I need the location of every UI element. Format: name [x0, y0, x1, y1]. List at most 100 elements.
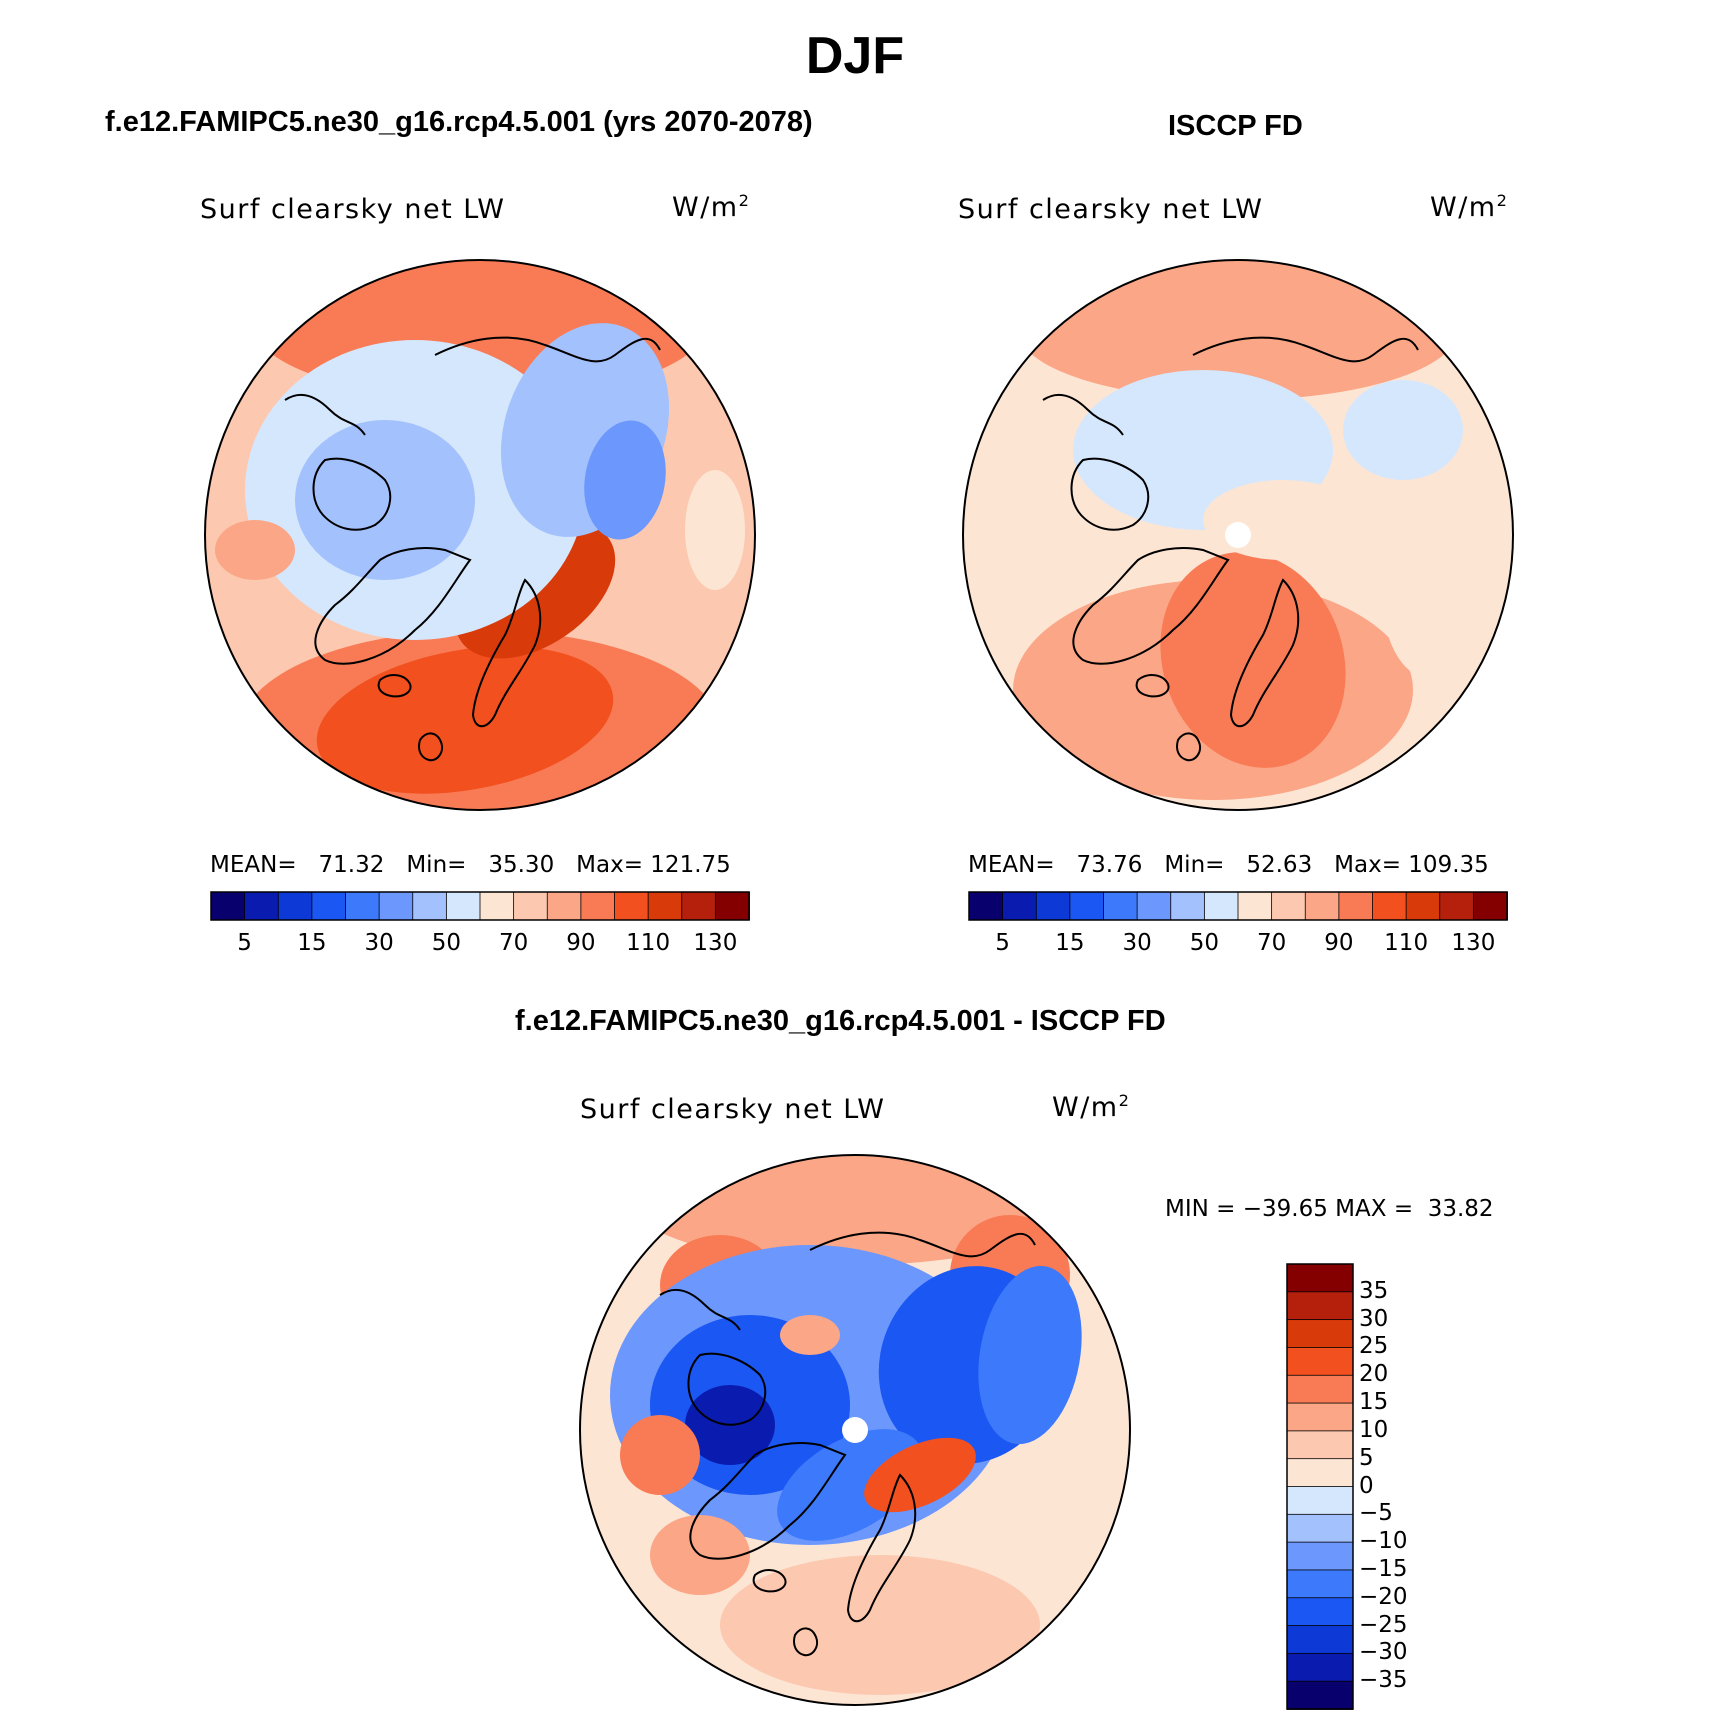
colorbar-tick-label: 15: [1359, 1389, 1389, 1416]
colorbar-tick-label: 15: [1055, 930, 1085, 956]
coastline: [689, 1442, 847, 1560]
colorbar-frame: [968, 891, 1508, 921]
colorbar-swatch: [1338, 891, 1374, 921]
diff-max-label: MAX =: [1335, 1196, 1414, 1222]
map-boundary: [579, 1154, 1131, 1706]
colorbar-tick-label: 90: [566, 930, 596, 956]
colorbar-tick-label: 20: [1359, 1361, 1389, 1388]
colorbar-swatch: [580, 891, 616, 921]
obs-mean-label: MEAN=: [968, 852, 1055, 878]
colorbar-swatch: [378, 891, 414, 921]
coastline: [1042, 393, 1124, 436]
model-polar-map: [204, 259, 756, 811]
colorbar-swatch: [614, 891, 650, 921]
colorbar-tick-label: 30: [364, 930, 394, 956]
colorbar-tick-label: −10: [1359, 1528, 1408, 1555]
coastline: [312, 457, 392, 531]
diff-panel-title: f.e12.FAMIPC5.ne30_g16.rcp4.5.001 - ISCC…: [515, 1005, 1166, 1037]
diff-colorbar: [1286, 1263, 1354, 1710]
diff-polar-map: [579, 1154, 1131, 1706]
diff-min-label: MIN =: [1165, 1196, 1236, 1222]
obs-polar-map: [962, 259, 1514, 811]
colorbar-swatch: [1286, 1680, 1354, 1710]
diff-max-value: 33.82: [1427, 1196, 1494, 1222]
field-region: [1160, 552, 1346, 768]
field-region: [215, 520, 295, 580]
model-max-label: Max=: [576, 852, 643, 878]
colorbar-swatch: [1286, 1374, 1354, 1404]
pole-missing-data: [842, 1417, 868, 1443]
coastline: [1135, 674, 1170, 698]
field-region: [584, 420, 666, 540]
colorbar-swatch: [345, 891, 381, 921]
coastline: [418, 732, 443, 762]
coastline: [1070, 457, 1150, 531]
model-variable-label: Surf clearsky net LW: [200, 194, 506, 225]
colorbar-swatch: [1286, 1347, 1354, 1377]
diff-min-value: −39.65: [1242, 1196, 1328, 1222]
model-stats: MEAN= 71.32 Min= 35.30 Max= 121.75: [210, 852, 731, 878]
colorbar-swatch: [479, 891, 515, 921]
colorbar-swatch: [1286, 1569, 1354, 1599]
colorbar-swatch: [1286, 1652, 1354, 1683]
obs-min-label: Min=: [1164, 852, 1225, 878]
colorbar-frame: [210, 891, 750, 921]
colorbar-swatch: [1286, 1513, 1354, 1544]
colorbar-tick-label: 130: [1451, 930, 1496, 956]
colorbar-swatch: [1237, 891, 1273, 921]
colorbar-swatch: [210, 891, 246, 921]
colorbar-swatch: [1286, 1263, 1354, 1293]
model-min-value: 35.30: [488, 852, 555, 878]
colorbar-tick-label: −35: [1359, 1667, 1408, 1694]
colorbar-swatch: [546, 891, 582, 921]
coastline: [377, 674, 412, 698]
obs-max-label: Max=: [1334, 852, 1401, 878]
field-region: [973, 490, 1073, 630]
coastline: [752, 1569, 787, 1593]
obs-min-value: 52.63: [1246, 852, 1313, 878]
coastline: [1192, 336, 1419, 363]
field-region: [316, 646, 614, 794]
map-boundary: [962, 259, 1514, 811]
colorbar-tick-label: 10: [1359, 1416, 1389, 1443]
field-region: [978, 1265, 1082, 1445]
coastline: [284, 393, 366, 436]
colorbar-swatch: [311, 891, 347, 921]
field-region: [720, 1555, 1040, 1695]
colorbar-swatch: [1002, 891, 1038, 921]
colorbar-swatch: [445, 891, 481, 921]
colorbar-tick-label: 50: [431, 930, 462, 956]
colorbar-tick-label: −5: [1359, 1500, 1393, 1527]
obs-colorbar: [968, 891, 1508, 921]
field-region: [1040, 1415, 1120, 1555]
field-region: [1383, 520, 1483, 680]
colorbar-tick-label: 70: [498, 930, 529, 956]
colorbar-tick-label: 35: [1359, 1277, 1389, 1304]
colorbar-swatch: [647, 891, 683, 921]
coastline: [687, 1352, 767, 1426]
colorbar-tick-label: 5: [1359, 1444, 1374, 1471]
field-region: [780, 1315, 840, 1355]
coastline: [1072, 547, 1230, 665]
field-region: [1343, 380, 1463, 480]
colorbar-swatch: [277, 891, 313, 921]
colorbar-swatch: [412, 891, 448, 921]
colorbar-tick-label: 110: [626, 930, 671, 956]
coastline: [471, 578, 542, 728]
colorbar-swatch: [1271, 891, 1307, 921]
colorbar-swatch: [1286, 1458, 1354, 1488]
colorbar-tick-label: 0: [1359, 1472, 1374, 1499]
colorbar-tick-label: 25: [1359, 1333, 1389, 1360]
colorbar-swatch: [1103, 891, 1139, 921]
colorbar-swatch: [513, 891, 549, 921]
obs-variable-label: Surf clearsky net LW: [958, 194, 1264, 225]
colorbar-swatch: [244, 891, 280, 921]
colorbar-swatch: [1286, 1486, 1354, 1516]
coastline: [846, 1473, 917, 1623]
diff-units-label: W/m2: [1052, 1091, 1131, 1123]
colorbar-tick-label: 30: [1122, 930, 1152, 956]
figure-title: DJF: [805, 27, 905, 85]
colorbar-swatch: [1203, 891, 1239, 921]
coastline: [1176, 732, 1201, 762]
colorbar-tick-label: −15: [1359, 1555, 1408, 1582]
